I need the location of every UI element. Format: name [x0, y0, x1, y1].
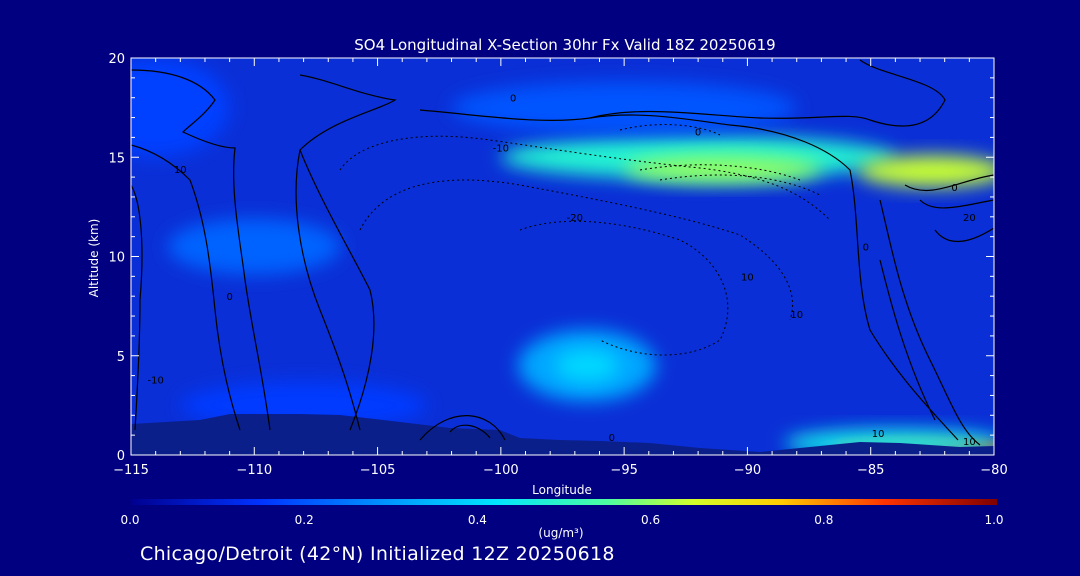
concentration-blob-4 — [451, 81, 797, 134]
y-tick-label-0: 0 — [117, 449, 125, 464]
colorbar-tick-label-5: 1.0 — [984, 513, 1003, 527]
concentration-blob-0 — [131, 58, 230, 158]
plot-area: 0 10 -10 0 0 -10 -20 10 10 0 0 0 20 10 10 — [131, 58, 994, 455]
colorbar-tick-label-4: 0.8 — [814, 513, 833, 527]
x-tick-label-3: −100 — [483, 463, 519, 478]
negative-contours — [339, 124, 831, 356]
x-tick-label-7: −80 — [980, 463, 1007, 478]
contour-label-14: 10 — [963, 437, 976, 448]
contour-label-2: -10 — [147, 376, 163, 387]
y-tick-label-1: 5 — [117, 350, 125, 365]
x-tick-label-1: −110 — [236, 463, 272, 478]
y-axis: 0 5 10 15 20 — [108, 52, 994, 464]
contour-label-6: -20 — [567, 213, 583, 224]
x-axis: −115 −110 −105 −100 −95 −90 −85 −80 — [113, 58, 1008, 478]
contour-label-8: 10 — [790, 310, 803, 321]
y-tick-label-2: 10 — [108, 251, 125, 266]
contour-label-9: 0 — [609, 433, 615, 444]
contour-label-1: 10 — [174, 165, 187, 176]
contour-label-11: 0 — [951, 183, 957, 194]
x-tick-label-4: −95 — [610, 463, 637, 478]
contour-label-5: -10 — [493, 143, 509, 154]
y-tick-label-3: 15 — [108, 151, 125, 166]
contour-label-3: 0 — [510, 94, 516, 105]
contour-label-4: 0 — [695, 127, 701, 138]
contour-label-13: 10 — [872, 429, 885, 440]
contour-label-12: 20 — [963, 213, 976, 224]
concentration-blob-7 — [555, 349, 620, 382]
x-tick-label-5: −90 — [734, 463, 761, 478]
colorbar-tick-label-3: 0.6 — [641, 513, 660, 527]
colorbar-tick-label-2: 0.4 — [468, 513, 487, 527]
colorbar-tick-label-0: 0.0 — [120, 513, 139, 527]
contour-labels: 0 10 -10 0 0 -10 -20 10 10 0 0 0 20 10 10 — [147, 94, 975, 448]
colorbar-tick-label-1: 0.2 — [295, 513, 314, 527]
footer-caption: Chicago/Detroit (42°N) Initialized 12Z 2… — [140, 543, 615, 565]
contour-lines — [131, 59, 994, 446]
contour-label-7: 10 — [741, 272, 754, 283]
colorbar-unit-label: (ug/m³) — [538, 526, 583, 540]
x-tick-label-0: −115 — [113, 463, 149, 478]
x-axis-label: Longitude — [532, 483, 592, 497]
colorbar-ticks: 0.0 0.2 0.4 0.6 0.8 1.0 — [120, 513, 1003, 527]
colorbar: 0.0 0.2 0.4 0.6 0.8 1.0 (ug/m³) — [120, 499, 1004, 540]
y-tick-label-4: 20 — [108, 52, 125, 67]
concentration-blob-5 — [167, 218, 341, 275]
x-tick-label-6: −85 — [857, 463, 884, 478]
y-axis-label: Altitude (km) — [87, 219, 101, 298]
concentration-blob-2 — [624, 155, 822, 184]
x-tick-label-2: −105 — [360, 463, 396, 478]
contour-label-10: 0 — [863, 243, 869, 254]
chart-title: SO4 Longitudinal X-Section 30hr Fx Valid… — [354, 36, 775, 54]
concentration-blob-3 — [858, 155, 994, 188]
terrain-mask — [131, 414, 994, 455]
contour-label-0: 0 — [226, 292, 232, 303]
colorbar-gradient — [131, 499, 997, 505]
